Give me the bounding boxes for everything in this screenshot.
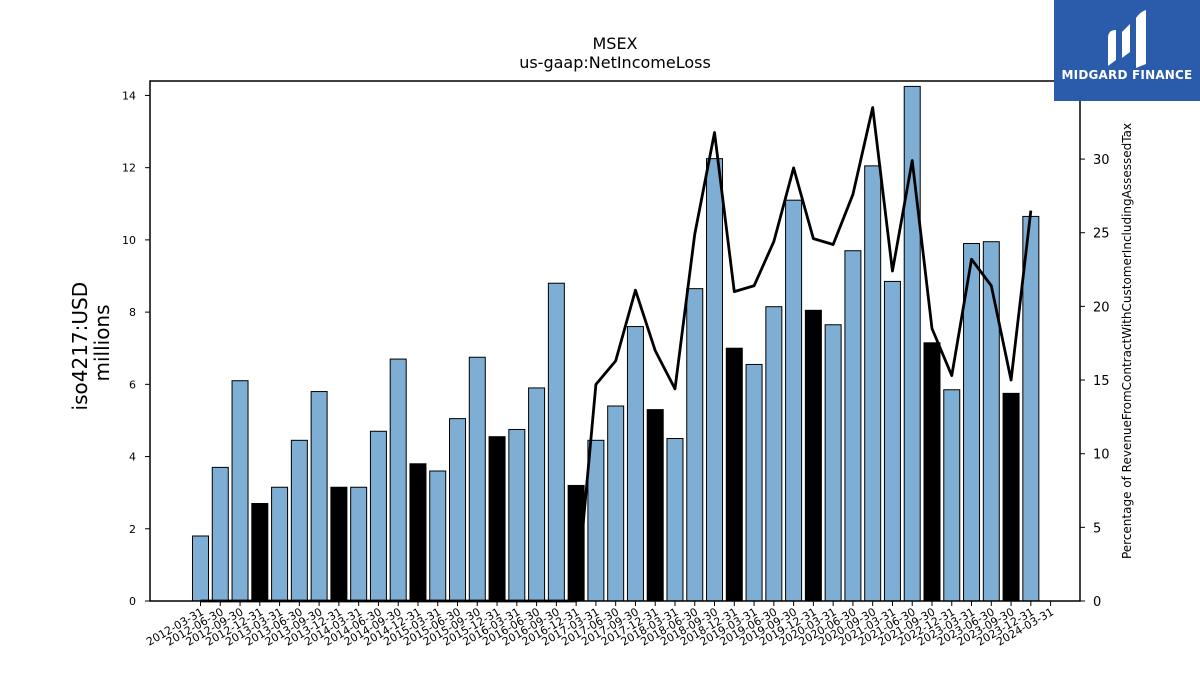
- bar: [1002, 392, 1020, 602]
- bar: [626, 326, 644, 602]
- y-tick-label: 8: [129, 306, 136, 319]
- bar: [765, 306, 783, 602]
- y2-tick-label: 15: [1093, 374, 1110, 389]
- bar: [706, 158, 724, 602]
- y2-tick-label: 0: [1093, 595, 1101, 610]
- logo-mark-icon: [1108, 10, 1146, 68]
- bar: [982, 241, 1000, 602]
- logo-text: MIDGARD FINANCE: [1061, 68, 1193, 82]
- chart-subtitle: us-gaap:NetIncomeLoss: [519, 53, 711, 72]
- bar: [389, 358, 407, 602]
- y2-tick-label: 20: [1093, 300, 1110, 315]
- bar: [547, 282, 565, 602]
- bar: [369, 430, 387, 602]
- bar: [587, 439, 605, 602]
- bar: [310, 391, 328, 602]
- bar: [745, 363, 763, 602]
- bar: [468, 356, 486, 602]
- y-tick-label: 6: [129, 378, 136, 391]
- bar: [290, 439, 308, 602]
- y2-tick-label: 25: [1093, 227, 1110, 242]
- bar: [725, 347, 743, 602]
- bar: [449, 418, 467, 602]
- bar: [844, 250, 862, 602]
- bar: [864, 165, 882, 602]
- y-tick-label: 4: [129, 451, 136, 464]
- chart-title: MSEX: [592, 34, 637, 53]
- plot-frame: [149, 80, 1081, 602]
- y2-tick-label: 10: [1093, 448, 1110, 463]
- y2-tick-label: 30: [1093, 153, 1110, 168]
- y-tick-label: 10: [122, 234, 136, 247]
- y2-axis-label: Percentage of RevenueFromContractWithCus…: [1120, 123, 1134, 559]
- bar: [231, 380, 249, 602]
- bar: [666, 438, 684, 602]
- bar: [350, 486, 368, 602]
- y-tick-label: 2: [129, 523, 136, 536]
- bar: [923, 342, 941, 602]
- y-axis-label: iso4217:USD millions: [68, 276, 114, 411]
- bar: [271, 486, 289, 602]
- y-axis-right: 0 5 10 15 20 25 30: [1080, 153, 1110, 610]
- bar: [488, 436, 506, 602]
- x-axis: 2012-03-312012-06-302012-09-302012-12-31…: [144, 601, 1056, 649]
- bar: [824, 324, 842, 602]
- brand-logo: MIDGARD FINANCE: [1054, 0, 1200, 101]
- bar: [211, 466, 229, 602]
- y-tick-label: 0: [129, 595, 136, 608]
- bar: [804, 309, 822, 602]
- bar: [330, 486, 348, 602]
- bar-series: [192, 85, 1040, 602]
- bar: [607, 405, 625, 602]
- bar: [409, 463, 427, 602]
- bar: [883, 280, 901, 602]
- bar: [646, 409, 664, 602]
- bar: [785, 199, 803, 602]
- bar: [943, 389, 961, 602]
- bar: [686, 288, 704, 602]
- bar: [192, 535, 209, 602]
- y-axis-left: 0 2 4 6 8 10 12 14: [122, 89, 150, 608]
- y-tick-label: 14: [122, 89, 136, 102]
- bar: [429, 470, 447, 602]
- bar: [508, 428, 526, 602]
- bar: [251, 503, 269, 602]
- bar: [1022, 215, 1040, 602]
- y2-tick-label: 5: [1093, 521, 1101, 536]
- y-tick-label: 12: [122, 162, 136, 175]
- bar: [528, 387, 546, 602]
